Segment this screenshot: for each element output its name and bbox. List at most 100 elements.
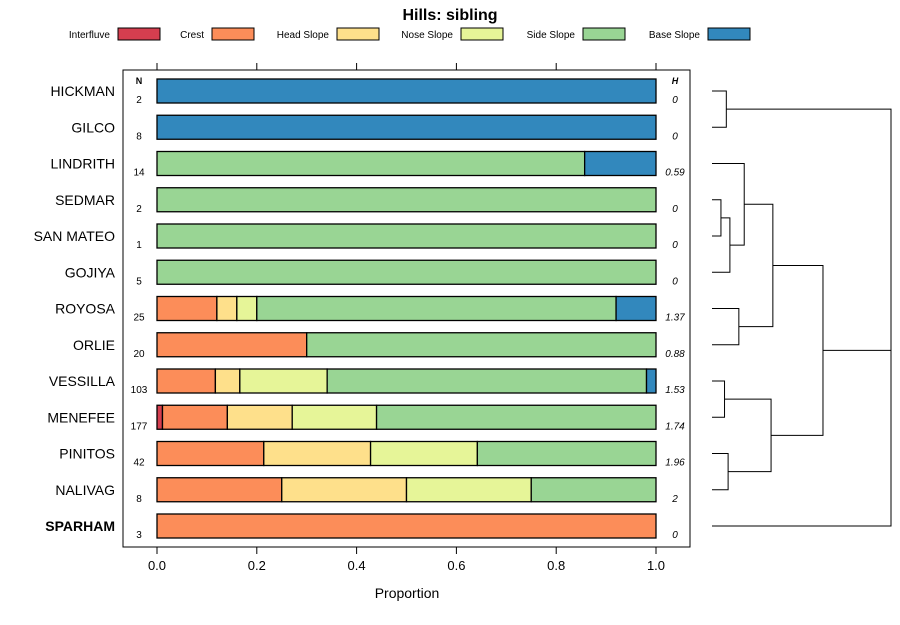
bar-segment-nalivag-side-slope <box>530 477 657 503</box>
row-n-value: 5 <box>136 276 142 287</box>
row-label: LINDRITH <box>50 156 115 172</box>
row-h-value: 1.37 <box>665 313 685 324</box>
legend-label-1: Crest <box>180 30 204 41</box>
row-h-value: 0 <box>672 530 678 541</box>
dendrogram-link-11 <box>712 229 892 527</box>
legend-swatch-2 <box>336 27 380 41</box>
x-tick-label-2: 0.4 <box>348 558 366 573</box>
row-h-value: 0 <box>672 131 678 142</box>
bar-segment-vessilla-base-slope <box>645 368 657 394</box>
dendrogram-link-9 <box>771 264 824 436</box>
row-n-value: 8 <box>136 494 142 505</box>
row-n-value: 3 <box>136 530 142 541</box>
row-n-value: 2 <box>136 95 142 106</box>
bar-segment-nalivag-nose-slope <box>405 477 532 503</box>
bar-segment-royosa-base-slope <box>615 295 657 322</box>
dendrogram-link-7 <box>712 380 726 418</box>
legend-label-2: Head Slope <box>277 30 330 41</box>
bar-segment-royosa-crest <box>156 295 218 322</box>
legend-swatch-0 <box>117 27 161 41</box>
bar-segment-vessilla-head-slope <box>214 368 241 394</box>
legend-label-5: Base Slope <box>649 30 701 41</box>
dendrogram-link-3 <box>712 163 745 246</box>
dendrogram-link-6 <box>712 453 729 491</box>
row-h-value: 1.74 <box>665 421 685 432</box>
chart-title: Hills: sibling <box>402 7 497 24</box>
x-tick-label-3: 0.6 <box>447 558 465 573</box>
row-label: SPARHAM <box>45 518 115 534</box>
top-axis-ticks <box>156 63 657 70</box>
x-axis-title: Proportion <box>375 585 440 601</box>
row-label: GOJIYA <box>65 264 116 280</box>
row-label: GILCO <box>71 119 115 135</box>
row-label: SEDMAR <box>55 192 115 208</box>
row-h-value: 0 <box>672 95 678 106</box>
row-label: SAN MATEO <box>34 228 116 244</box>
dendrogram-link-8 <box>724 398 772 473</box>
row-label: MENEFEE <box>47 409 115 425</box>
bar-segment-menefee-side-slope <box>375 404 657 430</box>
bar-segment-menefee-interfluve <box>156 404 164 430</box>
bar-segment-gojiya-side-slope <box>156 259 657 285</box>
bar-segment-royosa-head-slope <box>216 295 238 322</box>
row-label: NALIVAG <box>55 482 115 498</box>
row-h-value: 0 <box>672 204 678 215</box>
row-n-value: 20 <box>133 349 145 360</box>
row-label: PINITOS <box>59 446 115 462</box>
row-label: ORLIE <box>73 337 115 353</box>
bar-segment-royosa-side-slope <box>256 295 617 322</box>
bar-segment-pinitos-nose-slope <box>369 440 479 467</box>
row-h-value: 2 <box>671 494 678 505</box>
bar-segment-vessilla-nose-slope <box>239 368 328 394</box>
row-n-value: 42 <box>133 458 145 469</box>
row-n-value: 103 <box>131 385 148 396</box>
bar-segment-vessilla-crest <box>156 368 217 394</box>
legend-swatch-4 <box>582 27 626 41</box>
row-n-value: 8 <box>136 131 142 142</box>
row-h-value: 0 <box>672 276 678 287</box>
bar-segment-menefee-crest <box>161 404 229 430</box>
row-h-value: 0 <box>672 240 678 251</box>
bar-segment-pinitos-side-slope <box>476 440 657 467</box>
legend-label-0: Interfluve <box>69 30 111 41</box>
legend: Interfluve Crest Head Slope Nose Slope Side … <box>69 27 751 41</box>
legend-swatch-1 <box>211 27 255 41</box>
row-h-value: 0.88 <box>665 349 685 360</box>
row-label: VESSILLA <box>49 373 116 389</box>
dendrogram-link-4 <box>712 308 740 346</box>
bar-segment-gilco-base-slope <box>156 114 657 140</box>
row-label: HICKMAN <box>50 83 115 99</box>
x-tick-label-1: 0.2 <box>248 558 266 573</box>
bar-segment-lindrith-side-slope <box>156 150 586 177</box>
bar-segment-menefee-head-slope <box>226 404 293 430</box>
bar-segment-pinitos-crest <box>156 440 265 467</box>
row-h-value: 0.59 <box>665 168 685 179</box>
bar-segment-sparham-crest <box>156 513 657 539</box>
bar-segment-nalivag-head-slope <box>281 477 408 503</box>
bar-segment-hickman-base-slope <box>156 78 657 104</box>
bar-segment-vessilla-side-slope <box>326 368 648 394</box>
dendrogram-link-1 <box>712 199 722 237</box>
row-h-value: 1.96 <box>665 458 685 469</box>
bar-segment-san-mateo-side-slope <box>156 223 657 249</box>
x-axis: 0.0 0.2 0.4 0.6 0.8 1.0 <box>148 547 665 573</box>
legend-swatch-5 <box>707 27 751 41</box>
h-column-header: H <box>672 76 679 86</box>
x-tick-label-5: 1.0 <box>647 558 665 573</box>
row-label: ROYOSA <box>55 301 116 317</box>
dendrogram <box>712 90 892 527</box>
row-n-value: 14 <box>133 168 145 179</box>
row-h-value: 1.53 <box>665 385 685 396</box>
dendrogram-link-0 <box>712 90 727 128</box>
bar-segment-menefee-nose-slope <box>291 404 378 430</box>
bar-segment-royosa-nose-slope <box>236 295 258 322</box>
bar-segment-pinitos-head-slope <box>263 440 372 467</box>
x-tick-label-4: 0.8 <box>547 558 565 573</box>
bar-segment-lindrith-base-slope <box>583 150 657 177</box>
dendrogram-link-10 <box>726 108 892 351</box>
legend-label-3: Nose Slope <box>401 30 453 41</box>
row-n-value: 25 <box>133 313 145 324</box>
